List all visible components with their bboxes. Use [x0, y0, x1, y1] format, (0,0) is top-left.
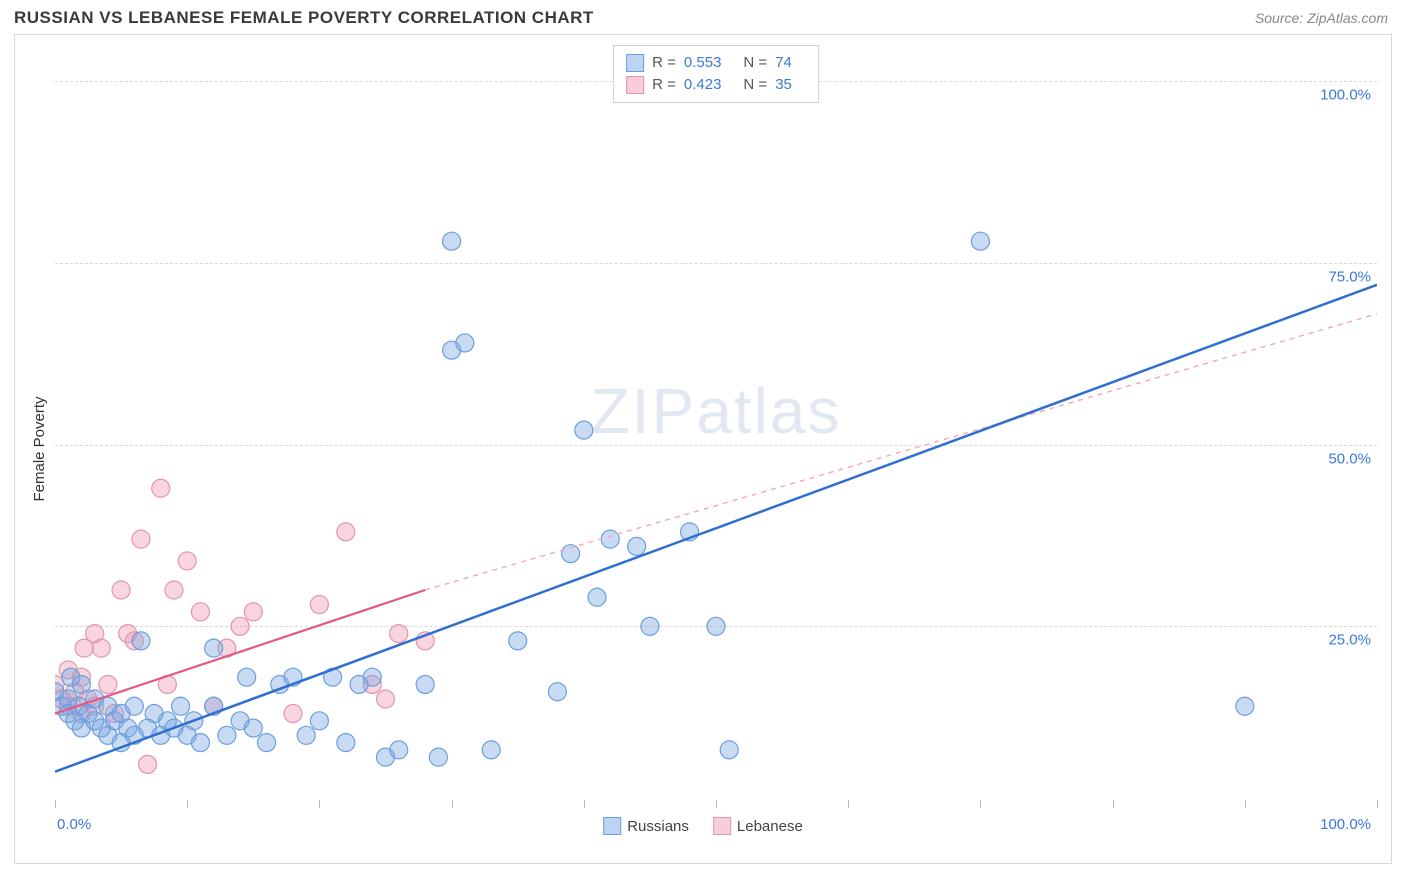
data-point [390, 625, 408, 643]
series-legend: Russians Lebanese [603, 817, 803, 835]
source-attribution: Source: ZipAtlas.com [1255, 10, 1388, 26]
stats-legend: R = 0.553 N = 74 R = 0.423 N = 35 [613, 45, 819, 103]
n-label: N = [743, 74, 767, 96]
data-point [297, 726, 315, 744]
legend-label-russians: Russians [627, 818, 689, 835]
x-axis-ticks [55, 800, 1377, 808]
legend-item-lebanese: Lebanese [713, 817, 803, 835]
data-point [191, 734, 209, 752]
swatch-lebanese [626, 76, 644, 94]
data-point [456, 334, 474, 352]
data-point [99, 675, 117, 693]
data-point [152, 479, 170, 497]
data-point [509, 632, 527, 650]
data-point [139, 755, 157, 773]
r-value-russians: 0.553 [684, 52, 722, 74]
data-point [205, 639, 223, 657]
data-point [429, 748, 447, 766]
data-point [641, 617, 659, 635]
data-point [178, 552, 196, 570]
data-point [310, 712, 328, 730]
swatch-russians-icon [603, 817, 621, 835]
data-point [601, 530, 619, 548]
data-point [337, 734, 355, 752]
n-value-lebanese: 35 [775, 74, 792, 96]
data-point [165, 581, 183, 599]
data-point [707, 617, 725, 635]
data-point [125, 697, 143, 715]
data-point [284, 705, 302, 723]
y-axis-label: Female Poverty [31, 396, 48, 501]
data-point [92, 639, 110, 657]
n-value-russians: 74 [775, 52, 792, 74]
data-point [258, 734, 276, 752]
r-label: R = [652, 52, 676, 74]
data-point [363, 668, 381, 686]
x-min-label: 0.0% [57, 816, 91, 833]
data-point [132, 530, 150, 548]
data-point [238, 668, 256, 686]
data-point [971, 232, 989, 250]
stats-row-russians: R = 0.553 N = 74 [626, 52, 806, 74]
data-point [244, 603, 262, 621]
swatch-lebanese-icon [713, 817, 731, 835]
data-point [443, 232, 461, 250]
data-point [191, 603, 209, 621]
data-point [628, 537, 646, 555]
data-point [231, 617, 249, 635]
data-point [132, 632, 150, 650]
plot-area: ZIPatlas R = 0.553 N = 74 R = 0.423 N = … [55, 45, 1377, 808]
r-value-lebanese: 0.423 [684, 74, 722, 96]
data-point [482, 741, 500, 759]
data-point [548, 683, 566, 701]
data-point [390, 741, 408, 759]
legend-label-lebanese: Lebanese [737, 818, 803, 835]
n-label: N = [743, 52, 767, 74]
chart-container: Female Poverty ZIPatlas R = 0.553 N = 74… [14, 34, 1392, 864]
data-point [172, 697, 190, 715]
data-point [416, 675, 434, 693]
legend-item-russians: Russians [603, 817, 689, 835]
data-point [720, 741, 738, 759]
x-max-label: 100.0% [1320, 816, 1371, 833]
data-point [310, 596, 328, 614]
r-label: R = [652, 74, 676, 96]
stats-row-lebanese: R = 0.423 N = 35 [626, 74, 806, 96]
data-point [244, 719, 262, 737]
data-point [575, 421, 593, 439]
page-title: RUSSIAN VS LEBANESE FEMALE POVERTY CORRE… [14, 8, 594, 28]
data-point [218, 726, 236, 744]
data-point [1236, 697, 1254, 715]
data-point [72, 675, 90, 693]
swatch-russians [626, 54, 644, 72]
data-point [588, 588, 606, 606]
data-point [337, 523, 355, 541]
data-point [112, 581, 130, 599]
data-point [377, 690, 395, 708]
